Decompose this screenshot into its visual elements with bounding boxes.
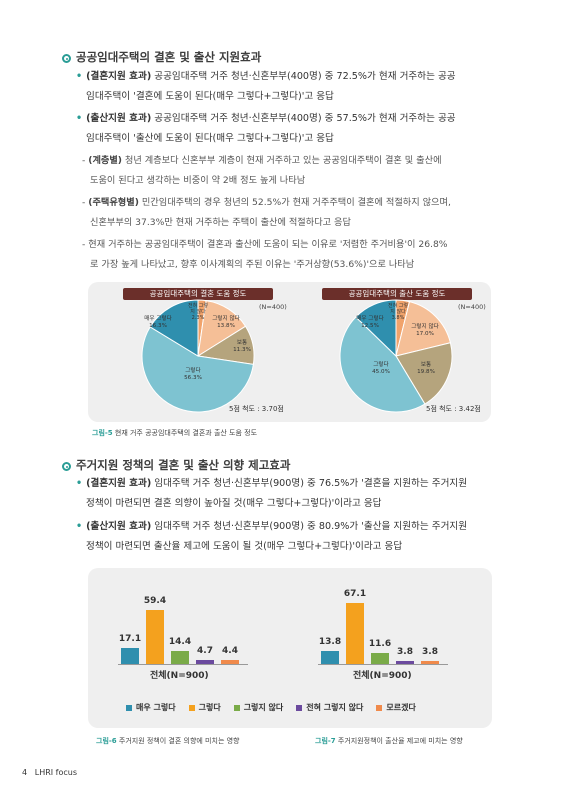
pie1-label-very-agree: 매우 그렇다 16.3% xyxy=(144,316,172,329)
pie2-scale: 5점 척도 : 3.42점 xyxy=(426,405,481,413)
bar-0 xyxy=(121,648,139,664)
legend-item-agree: 그렇다 xyxy=(188,702,221,713)
pie2-n: (N=400) xyxy=(458,303,486,311)
page-footer: 4 LHRI focus xyxy=(22,768,77,777)
bar-value-label-4: 3.8 xyxy=(422,646,438,657)
bar-value-label-3: 4.7 xyxy=(197,645,213,656)
bar-value-label-3: 3.8 xyxy=(397,646,413,657)
page-number: 4 xyxy=(22,768,28,777)
bullet-dot-icon: • xyxy=(76,113,83,124)
bar-3 xyxy=(196,659,214,664)
pie1-scale: 5점 척도 : 3.70점 xyxy=(229,405,284,413)
section1-dash-1: - (계층별) 청년 계층보다 신혼부부 계층이 현재 거주하고 있는 공공임대… xyxy=(82,155,442,186)
pie1-label-disagree: 그렇지 않다 13.8% xyxy=(212,316,240,329)
legend-swatch-icon xyxy=(188,704,195,711)
pie2-label-neutral: 보통 19.8% xyxy=(417,362,435,375)
bar-4 xyxy=(421,660,439,664)
bar-2 xyxy=(171,650,189,664)
circle-bullet-icon xyxy=(62,462,71,471)
section1-dash-2: - (주택유형별) 민간임대주택의 경우 청년의 52.5%가 현재 거주주택이… xyxy=(82,197,451,228)
pie1-n: (N=400) xyxy=(259,303,287,311)
circle-bullet-icon xyxy=(62,54,71,63)
legend-swatch-icon xyxy=(296,704,303,711)
bar-baseline xyxy=(318,664,448,665)
legend-item-strongly-disagree: 전혀 그렇지 않다 xyxy=(296,702,363,713)
publication-name: LHRI focus xyxy=(34,768,78,777)
legend-item-very-agree: 매우 그렇다 xyxy=(126,702,176,713)
figure7-caption: 그림-7 주거지원정책이 출산율 제고에 미치는 영향 xyxy=(315,737,463,745)
section2-bullet-2: • (출산지원 효과) 임대주택 거주 청년·신혼부부(900명) 중 80.9%… xyxy=(76,521,468,552)
legend-item-disagree: 그렇지 않다 xyxy=(233,702,283,713)
bullet-dot-icon: • xyxy=(76,521,83,532)
bullet-dot-icon: • xyxy=(76,478,83,489)
bar-4 xyxy=(221,659,239,664)
pie2-label-agree: 그렇다 45.0% xyxy=(372,362,390,375)
pie-slice-4 xyxy=(149,299,199,357)
figure6-caption: 그림-6 주거지원 정책이 결혼 의향에 미치는 영향 xyxy=(96,737,240,745)
bar1-total-label: 전체(N=900) xyxy=(150,671,209,681)
pie1-label-agree: 그렇다 56.3% xyxy=(184,368,202,381)
pie2-label-disagree: 그렇지 않다 17.0% xyxy=(411,324,439,337)
bullet-dot-icon: • xyxy=(76,71,83,82)
bar-chart-birth: 13.8 67.1 11.6 3.8 3.8 xyxy=(318,578,458,665)
pie2-banner: 공공임대주택의 출산 도움 정도 xyxy=(322,288,472,300)
pie2-label-very-agree: 매우 그렇다 12.5% xyxy=(356,316,384,329)
pie-slice-3 xyxy=(141,326,254,413)
bar-1 xyxy=(146,609,164,664)
bar-value-label-1: 67.1 xyxy=(343,588,367,599)
section1-bullet-2: • (출산지원 효과) 공공임대주택 거주 청년·신혼부부(400명) 중 57.… xyxy=(76,113,456,144)
bar-value-label-2: 11.6 xyxy=(368,639,392,650)
pie1-label-strongly-disagree: 전혀 그렇지 않다 2.3% xyxy=(188,303,208,321)
legend-swatch-icon xyxy=(126,704,132,711)
bar-2 xyxy=(371,653,389,664)
bar-chart-marriage: 17.1 59.4 14.4 4.7 4.4 xyxy=(118,578,258,665)
bar-value-label-0: 17.1 xyxy=(118,634,142,645)
figure5-caption: 그림-5 현재 거주 공공임대주택의 결혼과 출산 도움 정도 xyxy=(92,429,258,437)
section1-title: 공공임대주택의 결혼 및 출산 지원효과 xyxy=(62,49,261,65)
pie2-chart xyxy=(339,299,453,413)
pie1-label-neutral: 보통 11.3% xyxy=(233,340,251,353)
bar-0 xyxy=(321,651,339,664)
section2-bullet-1: • (결혼지원 효과) 임대주택 거주 청년·신혼부부(900명) 중 76.5%… xyxy=(76,478,468,509)
section1-bullet-1: • (결혼지원 효과) 공공임대주택 거주 청년·신혼부부(400명) 중 72.… xyxy=(76,71,456,102)
pie-slice-2 xyxy=(395,342,453,405)
bar-value-label-1: 59.4 xyxy=(143,595,167,606)
pie2-label-strongly-disagree: 전혀 그렇지 않다 3.8% xyxy=(388,303,408,321)
pie1-banner: 공공임대주택의 결혼 도움 정도 xyxy=(123,288,273,300)
bar2-total-label: 전체(N=900) xyxy=(353,671,412,681)
section1-dash-3: - 현재 거주하는 공공임대주택이 결혼과 출산에 도움이 되는 이유로 '저렴… xyxy=(82,239,448,270)
pie1-chart xyxy=(141,299,255,413)
bar-legend: 매우 그렇다 그렇다 그렇지 않다 전혀 그렇지 않다 모르겠다 xyxy=(126,702,416,713)
pie-slice-3 xyxy=(339,316,426,413)
bar-1 xyxy=(346,602,364,664)
bar-value-label-4: 4.4 xyxy=(222,645,238,656)
legend-item-dont-know: 모르겠다 xyxy=(376,702,416,713)
legend-swatch-icon xyxy=(233,704,240,711)
section2-title: 주거지원 정책의 결혼 및 출산 의향 제고효과 xyxy=(62,457,290,473)
bar-3 xyxy=(396,660,414,664)
pie-slice-1 xyxy=(395,301,452,357)
legend-swatch-icon xyxy=(376,704,383,711)
pie-slice-4 xyxy=(355,299,397,358)
bar-value-label-2: 14.4 xyxy=(168,636,192,647)
bar-baseline xyxy=(118,664,248,665)
bar-value-label-0: 13.8 xyxy=(318,637,342,648)
